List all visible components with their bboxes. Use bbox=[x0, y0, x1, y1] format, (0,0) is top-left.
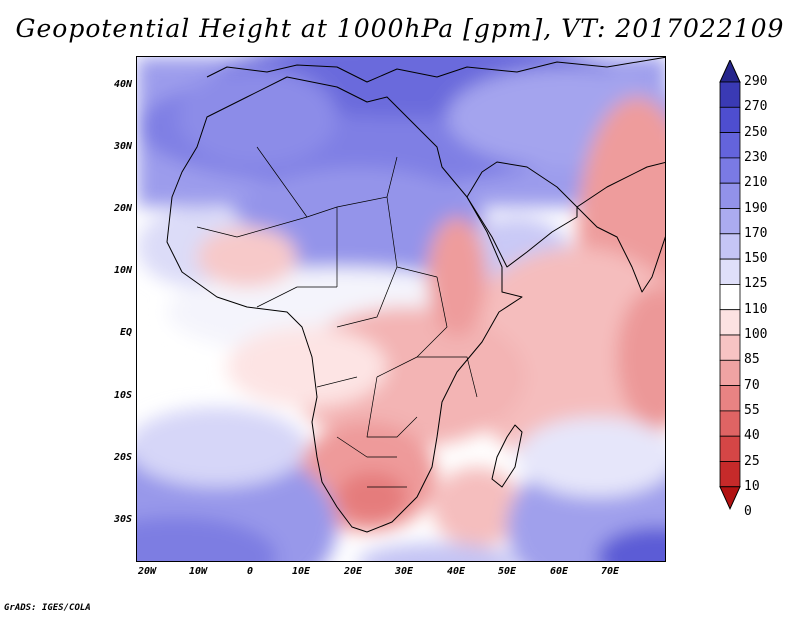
colorbar-swatch bbox=[719, 435, 741, 462]
colorbar-swatch bbox=[719, 157, 741, 184]
coastlines bbox=[166, 57, 665, 533]
lon-tick-label: 40E bbox=[446, 566, 466, 577]
colorbar-swatch bbox=[719, 385, 741, 412]
colorbar-swatch bbox=[719, 106, 741, 133]
colorbar-swatches bbox=[719, 60, 741, 511]
lat-tick-label: 30N bbox=[113, 141, 132, 152]
europe-coastline bbox=[206, 57, 665, 83]
colorbar-swatch bbox=[719, 461, 741, 488]
map-canvas bbox=[137, 57, 665, 561]
colorbar-label: 0 bbox=[744, 504, 752, 520]
lat-tick-label: 20S bbox=[113, 452, 132, 463]
colorbar-label: 170 bbox=[744, 225, 768, 241]
lon-tick-label: 10E bbox=[291, 566, 311, 577]
colorbar-swatch bbox=[719, 132, 741, 159]
colorbar-label: 150 bbox=[744, 251, 768, 267]
arabia-coastline bbox=[466, 161, 578, 268]
colorbar-swatch bbox=[719, 233, 741, 260]
madagascar-coastline bbox=[491, 424, 523, 488]
lon-tick-label: 70E bbox=[600, 566, 620, 577]
colorbar-label: 100 bbox=[744, 327, 768, 342]
colorbar-swatch bbox=[719, 309, 741, 336]
colorbar-swatch bbox=[719, 283, 741, 311]
colorbar-label: 125 bbox=[744, 276, 768, 292]
country-borders bbox=[196, 146, 478, 488]
colorbar-swatch bbox=[719, 334, 741, 361]
height-field bbox=[137, 57, 665, 561]
lat-tick-label: EQ bbox=[119, 327, 132, 338]
colorbar-label: 270 bbox=[744, 99, 768, 115]
colorbar-label: 290 bbox=[744, 74, 768, 89]
colorbar-label: 40 bbox=[744, 428, 760, 444]
colorbar-label: 210 bbox=[744, 175, 768, 191]
lat-tick-label: 30S bbox=[113, 514, 132, 525]
colorbar-swatch bbox=[719, 81, 741, 108]
lon-tick-label: 30E bbox=[394, 566, 414, 577]
colorbar-label: 110 bbox=[744, 301, 768, 317]
colorbar-label: 250 bbox=[744, 124, 768, 140]
colorbar-swatch bbox=[719, 208, 741, 235]
colorbar-label: 70 bbox=[744, 377, 760, 393]
lat-tick-label: 10N bbox=[113, 265, 132, 276]
lon-tick-label: 60E bbox=[549, 566, 569, 577]
lon-tick-label: 10W bbox=[188, 566, 208, 577]
colorbar bbox=[719, 60, 741, 511]
colorbar-arrow-top bbox=[719, 60, 741, 83]
africa-coastline bbox=[166, 76, 523, 533]
colorbar-label: 190 bbox=[744, 200, 768, 216]
chart-title: Geopotential Height at 1000hPa [gpm], VT… bbox=[15, 14, 785, 43]
india-coastline bbox=[576, 161, 665, 293]
lat-tick-label: 20N bbox=[113, 203, 132, 214]
lon-tick-label: 0 bbox=[246, 566, 254, 577]
lon-tick-label: 20E bbox=[343, 566, 363, 577]
lat-tick-label: 40N bbox=[113, 79, 132, 90]
lon-tick-label: 50E bbox=[497, 566, 517, 577]
map-panel bbox=[136, 56, 666, 562]
credit-text: GrADS: IGES/COLA bbox=[4, 603, 91, 613]
colorbar-swatch bbox=[719, 182, 741, 209]
colorbar-swatch bbox=[719, 410, 741, 437]
colorbar-label: 10 bbox=[744, 478, 760, 494]
colorbar-label: 25 bbox=[744, 453, 760, 469]
lon-tick-label: 20W bbox=[137, 566, 157, 577]
colorbar-label: 230 bbox=[744, 149, 768, 165]
colorbar-arrow-bottom bbox=[719, 486, 741, 511]
colorbar-swatch bbox=[719, 359, 741, 386]
colorbar-label: 55 bbox=[744, 402, 760, 418]
lat-tick-label: 10S bbox=[113, 390, 132, 401]
colorbar-label: 85 bbox=[744, 352, 760, 368]
colorbar-swatch bbox=[719, 258, 741, 285]
